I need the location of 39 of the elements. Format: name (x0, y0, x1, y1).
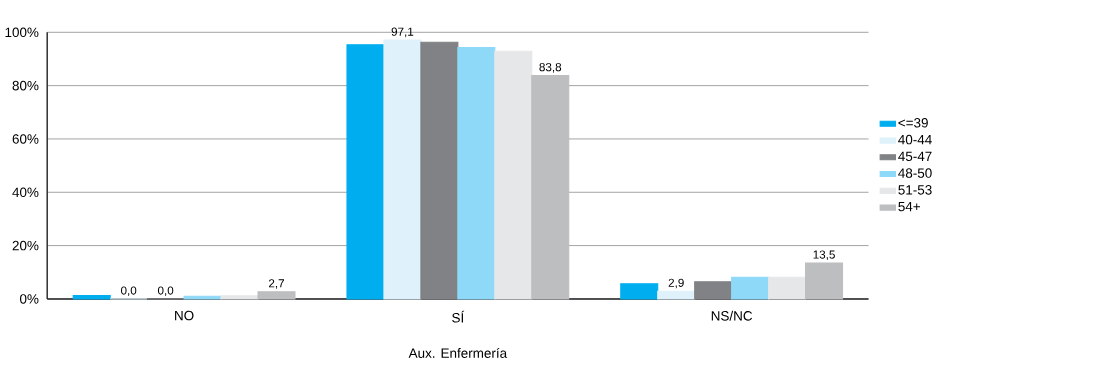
y-tick-label: 80% (12, 80, 39, 91)
legend-label: 48-50 (898, 168, 932, 178)
bar (620, 283, 659, 300)
legend-label: 54+ (898, 201, 920, 212)
x-tick-label: SÍ (452, 310, 465, 323)
bar (494, 50, 533, 300)
bar (805, 262, 844, 300)
x-tick-label: NO (175, 310, 194, 321)
data-label: 0,0 (120, 286, 137, 296)
bar (183, 295, 222, 300)
bar (383, 39, 422, 300)
bar (731, 276, 770, 300)
data-label: 2,9 (668, 278, 684, 289)
legend-label: <=39 (898, 117, 928, 128)
bar (457, 46, 496, 300)
data-label: 2,7 (268, 279, 285, 289)
data-label: 13,5 (813, 250, 835, 260)
bar (531, 74, 570, 300)
bar (420, 41, 459, 300)
bar (694, 281, 733, 300)
y-tick-label: 60% (12, 134, 39, 144)
y-tick-label: 40% (12, 187, 39, 197)
y-tick-label: 0% (20, 293, 39, 304)
x-axis-title: Aux. Enfermería (408, 347, 508, 358)
bar (768, 276, 807, 300)
bar (346, 44, 385, 300)
legend-label: 51-53 (898, 184, 932, 195)
bar (257, 291, 296, 300)
data-label: 83,8 (539, 62, 562, 73)
bar (657, 290, 696, 300)
data-label: 97,1 (391, 27, 414, 38)
legend-label: 40-44 (898, 134, 932, 145)
data-label: 0,0 (157, 286, 174, 296)
bar (72, 294, 111, 300)
bar (220, 295, 259, 300)
y-tick-label: 100% (5, 27, 39, 37)
x-tick-label: NS/NC (711, 310, 753, 321)
y-tick-label: 20% (12, 240, 39, 251)
legend-label: 45-47 (898, 151, 932, 161)
